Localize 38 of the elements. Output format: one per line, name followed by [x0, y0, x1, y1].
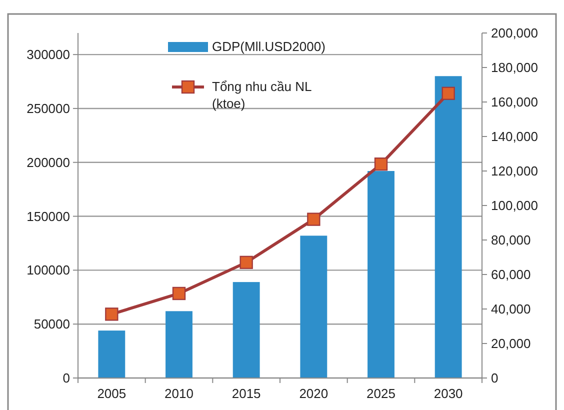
point	[240, 256, 253, 270]
x-tick-label: 2025	[366, 386, 396, 401]
bar	[166, 311, 192, 378]
y-tick-label: 100000	[26, 262, 70, 278]
y-tick-label: 50000	[34, 316, 70, 332]
y-tick-label: 200000	[26, 154, 70, 170]
y2-tick-label: 160,000	[491, 94, 538, 110]
x-tick-label: 2030	[434, 386, 463, 401]
x-tick-label: 2005	[97, 386, 126, 401]
bar	[300, 236, 328, 378]
point	[105, 308, 118, 321]
bar	[434, 76, 462, 378]
x-tick-label: 2020	[299, 386, 328, 401]
point	[442, 86, 455, 100]
x-tick-label: 2015	[232, 386, 261, 401]
y2-tick-label: 100,000	[491, 198, 538, 214]
y-tick-label: 150000	[26, 208, 70, 224]
y-tick-label: 250000	[26, 101, 70, 116]
y2-tick-label: 120,000	[491, 164, 538, 179]
point	[307, 212, 320, 226]
y2-tick-label: 0	[491, 370, 498, 386]
y2-tick-label: 140,000	[491, 129, 538, 144]
y2-tick-label: 60,000	[491, 267, 531, 282]
y2-tick-label: 40,000	[491, 302, 531, 317]
y2-tick-label: 20,000	[491, 336, 531, 352]
y-tick-label: 0	[62, 370, 70, 386]
legend-label: GDP(Mll.USD2000)	[212, 39, 326, 54]
y2-tick-label: 200,000	[491, 26, 538, 41]
point	[172, 286, 186, 300]
bar	[232, 282, 260, 378]
y2-tick-label: 80,000	[491, 232, 531, 248]
y-tick-label: 300000	[26, 47, 70, 62]
x-tick-label: 2010	[164, 386, 194, 401]
legend-label: Tổng nhu cầu NL (ktoe)	[212, 79, 312, 111]
point	[374, 158, 388, 171]
y2-tick-label: 180,000	[491, 60, 538, 76]
bar	[98, 330, 126, 378]
bar	[368, 171, 394, 378]
